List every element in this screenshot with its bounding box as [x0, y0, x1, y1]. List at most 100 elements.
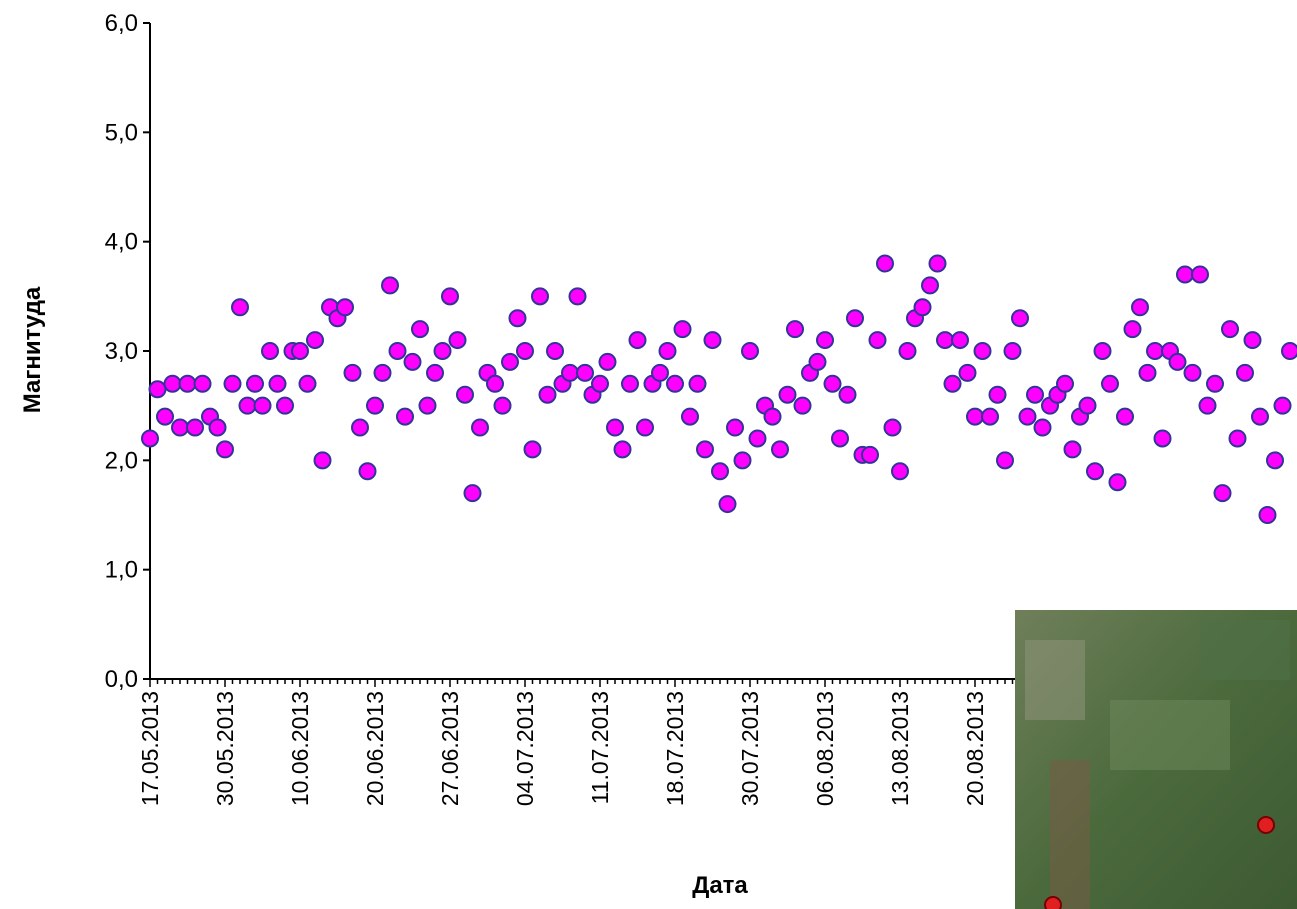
point	[615, 441, 631, 457]
point	[270, 376, 286, 392]
point	[1267, 452, 1283, 468]
point	[1177, 266, 1193, 282]
point	[667, 376, 683, 392]
point	[165, 376, 181, 392]
point	[510, 310, 526, 326]
y-tick-label: 0,0	[105, 666, 138, 693]
point	[427, 365, 443, 381]
point	[307, 332, 323, 348]
point	[1170, 354, 1186, 370]
y-tick-label: 1,0	[105, 557, 138, 584]
point	[1012, 310, 1028, 326]
point	[952, 332, 968, 348]
x-tick-label: 18.07.2013	[662, 691, 688, 806]
point	[420, 398, 436, 414]
x-tick-label: 10.06.2013	[287, 691, 313, 806]
point	[1125, 321, 1141, 337]
point	[517, 343, 533, 359]
point	[637, 420, 653, 436]
point	[1132, 299, 1148, 315]
point	[877, 256, 893, 272]
point	[345, 365, 361, 381]
point	[337, 299, 353, 315]
x-axis-label: Дата	[692, 872, 748, 899]
point	[900, 343, 916, 359]
point	[352, 420, 368, 436]
y-tick-label: 5,0	[105, 119, 138, 146]
point	[1102, 376, 1118, 392]
point	[360, 463, 376, 479]
point	[1237, 365, 1253, 381]
point	[232, 299, 248, 315]
point	[1200, 398, 1216, 414]
point	[180, 376, 196, 392]
point	[742, 343, 758, 359]
point	[847, 310, 863, 326]
point	[1147, 343, 1163, 359]
point	[772, 441, 788, 457]
point	[975, 343, 991, 359]
y-tick-label: 3,0	[105, 338, 138, 365]
point	[817, 332, 833, 348]
point	[1185, 365, 1201, 381]
point	[465, 485, 481, 501]
point	[660, 343, 676, 359]
map-patch	[1110, 700, 1230, 770]
point	[1230, 430, 1246, 446]
point	[690, 376, 706, 392]
point	[195, 376, 211, 392]
point	[630, 332, 646, 348]
chart: Дата Магнитуда 0,01,02,03,04,05,06,017.0…	[0, 0, 1297, 909]
point	[172, 420, 188, 436]
point	[1110, 474, 1126, 490]
point	[142, 430, 158, 446]
x-tick-label: 30.05.2013	[212, 691, 238, 806]
x-tick-label: 04.07.2013	[512, 691, 538, 806]
point	[1057, 376, 1073, 392]
point	[885, 420, 901, 436]
x-tick-label: 13.08.2013	[887, 691, 913, 806]
point	[967, 409, 983, 425]
point	[255, 398, 271, 414]
point	[577, 365, 593, 381]
point	[1245, 332, 1261, 348]
point	[960, 365, 976, 381]
point	[997, 452, 1013, 468]
point	[382, 277, 398, 293]
point	[930, 256, 946, 272]
point	[982, 409, 998, 425]
x-tick-label: 20.06.2013	[362, 691, 388, 806]
point	[810, 354, 826, 370]
point	[187, 420, 203, 436]
point	[300, 376, 316, 392]
point	[150, 381, 166, 397]
point	[592, 376, 608, 392]
point	[862, 447, 878, 463]
point	[277, 398, 293, 414]
point	[495, 398, 511, 414]
point	[1095, 343, 1111, 359]
x-tick-label: 20.08.2013	[962, 691, 988, 806]
point	[922, 277, 938, 293]
point	[487, 376, 503, 392]
point	[682, 409, 698, 425]
point	[525, 441, 541, 457]
point	[225, 376, 241, 392]
point	[1192, 266, 1208, 282]
point	[945, 376, 961, 392]
point	[1035, 420, 1051, 436]
map-patch	[1050, 760, 1090, 909]
point	[705, 332, 721, 348]
point	[1260, 507, 1276, 523]
point	[780, 387, 796, 403]
point	[1282, 343, 1297, 359]
point	[607, 420, 623, 436]
point	[435, 343, 451, 359]
point	[157, 409, 173, 425]
y-tick-label: 2,0	[105, 447, 138, 474]
point	[547, 343, 563, 359]
point	[1087, 463, 1103, 479]
point	[532, 288, 548, 304]
point	[1155, 430, 1171, 446]
point	[937, 332, 953, 348]
